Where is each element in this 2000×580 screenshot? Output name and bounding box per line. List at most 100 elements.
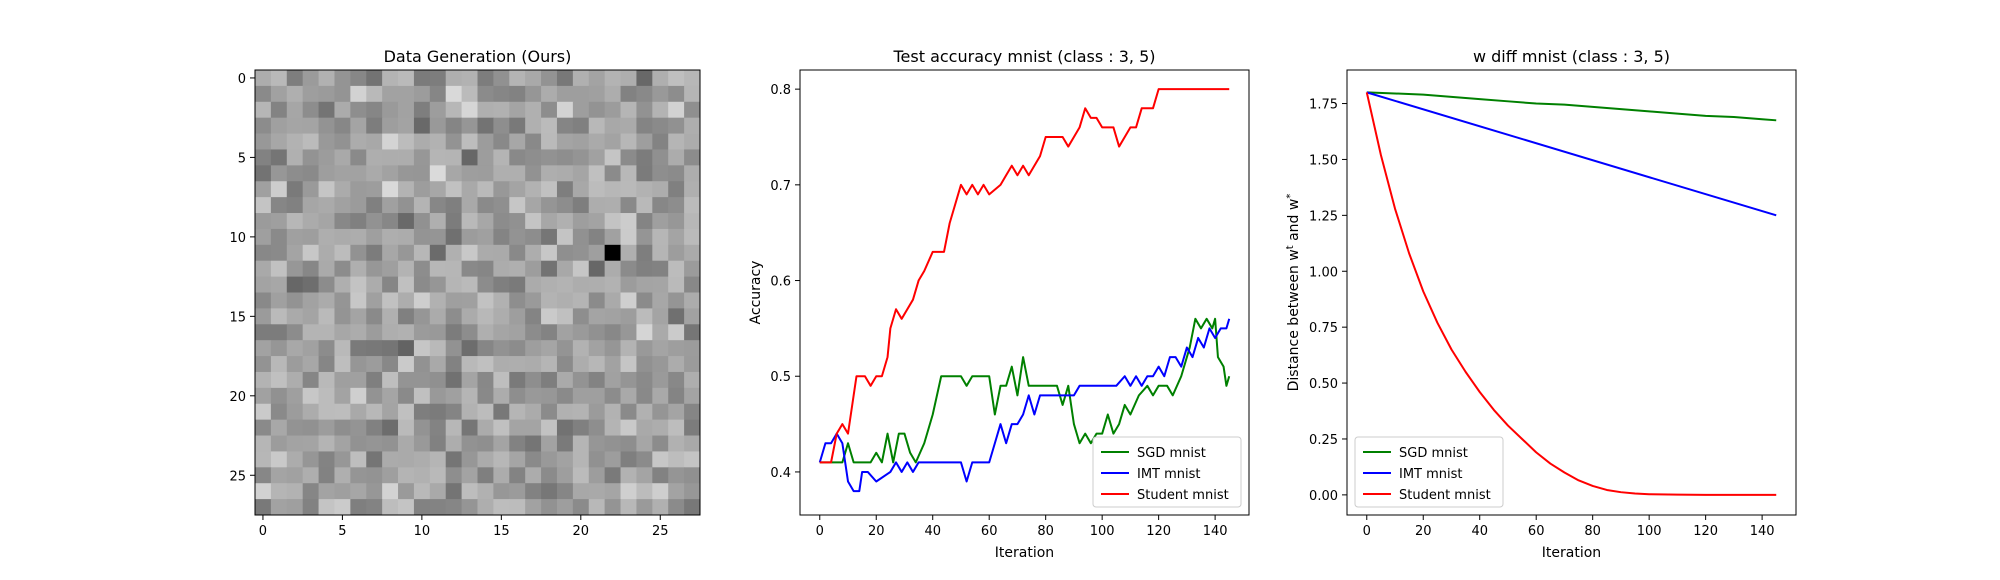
heatmap-cell	[493, 499, 510, 516]
heatmap-cell	[604, 371, 621, 389]
heatmap-cell	[382, 308, 399, 325]
heatmap-cell	[366, 435, 383, 452]
heatmap-cell	[541, 387, 558, 405]
heatmap-cell	[302, 117, 319, 134]
heatmap-cell	[255, 499, 272, 516]
heatmap-cell	[477, 499, 494, 516]
heatmap-cell	[525, 340, 542, 357]
heatmap-cell	[255, 451, 272, 468]
heatmap-cell	[302, 451, 319, 468]
heatmap-cell	[445, 340, 462, 357]
heatmap-cell	[652, 324, 669, 341]
heatmap-cell	[668, 308, 685, 325]
heatmap-cell	[255, 356, 272, 373]
heatmap-cell	[445, 213, 462, 230]
heatmap-cell	[413, 260, 431, 277]
heatmap-cell	[382, 356, 399, 373]
heatmap-cell	[636, 371, 653, 389]
heatmap-cell	[541, 101, 558, 119]
heatmap-cell	[302, 149, 319, 166]
heatmap-cell	[350, 133, 367, 150]
heatmap-cell	[572, 451, 590, 468]
heatmap-cell	[334, 260, 351, 277]
heatmap-cell	[461, 70, 478, 87]
heatmap-cell	[493, 276, 510, 293]
xtick-label: 40	[924, 524, 941, 539]
heatmap-cell	[509, 70, 526, 87]
heatmap-cell	[477, 419, 494, 436]
heatmap-cell	[556, 356, 574, 373]
heatmap-cell	[270, 403, 288, 421]
heatmap-cell	[255, 340, 272, 357]
heatmap-cell	[413, 149, 431, 166]
heatmap-cell	[541, 70, 558, 87]
heatmap-cell	[445, 356, 462, 373]
heatmap-cell	[350, 70, 367, 87]
heatmap-cell	[461, 165, 478, 182]
xtick-label: 80	[1037, 524, 1054, 539]
heatmap-cell	[461, 403, 478, 421]
heatmap-cell	[429, 133, 447, 150]
heatmap-cell	[318, 419, 335, 436]
heatmap-cell	[445, 165, 462, 182]
heatmap-cell	[620, 451, 637, 468]
heatmap-cell	[350, 483, 367, 500]
heatmap-cell	[318, 467, 335, 484]
heatmap-cell	[620, 308, 637, 325]
heatmap-cell	[429, 467, 447, 484]
heatmap-cell	[350, 165, 367, 182]
heatmap-cell	[636, 419, 653, 436]
heatmap-cell	[668, 435, 685, 452]
heatmap-cell	[429, 340, 447, 357]
heatmap-cell	[684, 133, 701, 150]
heatmap-cell	[509, 324, 526, 341]
heatmap-cell	[636, 85, 653, 103]
heatmap-cell	[588, 133, 606, 150]
heatmap-cell	[461, 276, 478, 293]
heatmap-cell	[509, 244, 526, 262]
xtick-label: 100	[1637, 524, 1662, 539]
heatmap-cell	[318, 403, 335, 421]
heatmap-cell	[286, 467, 304, 484]
heatmap-cell	[318, 197, 335, 214]
heatmap-cell	[255, 244, 272, 262]
heatmap-cell	[525, 101, 542, 119]
accuracy-panel: Test accuracy mnist (class : 3, 5) 0 20 40…	[748, 47, 1250, 561]
heatmap-cell	[286, 244, 304, 262]
heatmap-cell	[366, 133, 383, 150]
heatmap-cell	[286, 181, 304, 198]
heatmap-cell	[382, 435, 399, 452]
heatmap-cell	[541, 356, 558, 373]
heatmap-cell	[588, 149, 606, 166]
heatmap-cell	[572, 181, 590, 198]
ytick-label: 1.00	[1309, 265, 1338, 280]
heatmap-cell	[286, 133, 304, 150]
heatmap-cell	[493, 371, 510, 389]
heatmap-cell	[620, 340, 637, 357]
heatmap-cell	[382, 260, 399, 277]
heatmap-cell	[429, 483, 447, 500]
heatmap-cell	[604, 85, 621, 103]
heatmap-cell	[413, 371, 431, 389]
heatmap-cell	[366, 228, 383, 246]
heatmap-cell	[350, 371, 367, 389]
heatmap-cell	[556, 499, 574, 516]
heatmap-cell	[255, 387, 272, 405]
heatmap-cell	[493, 324, 510, 341]
heatmap-cell	[461, 181, 478, 198]
heatmap-cell	[668, 133, 685, 150]
heatmap-cell	[429, 403, 447, 421]
heatmap-cell	[620, 197, 637, 214]
heatmap-cell	[477, 165, 494, 182]
heatmap-cell	[270, 419, 288, 436]
heatmap-cell	[429, 85, 447, 103]
heatmap-cell	[429, 308, 447, 325]
heatmap-cell	[270, 435, 288, 452]
heatmap-cell	[604, 133, 621, 150]
heatmap-cell	[652, 451, 669, 468]
heatmap-cell	[270, 483, 288, 500]
heatmap-cell	[541, 85, 558, 103]
xtick-label: 40	[1471, 524, 1488, 539]
heatmap-cell	[445, 70, 462, 87]
heatmap-cell	[652, 499, 669, 516]
